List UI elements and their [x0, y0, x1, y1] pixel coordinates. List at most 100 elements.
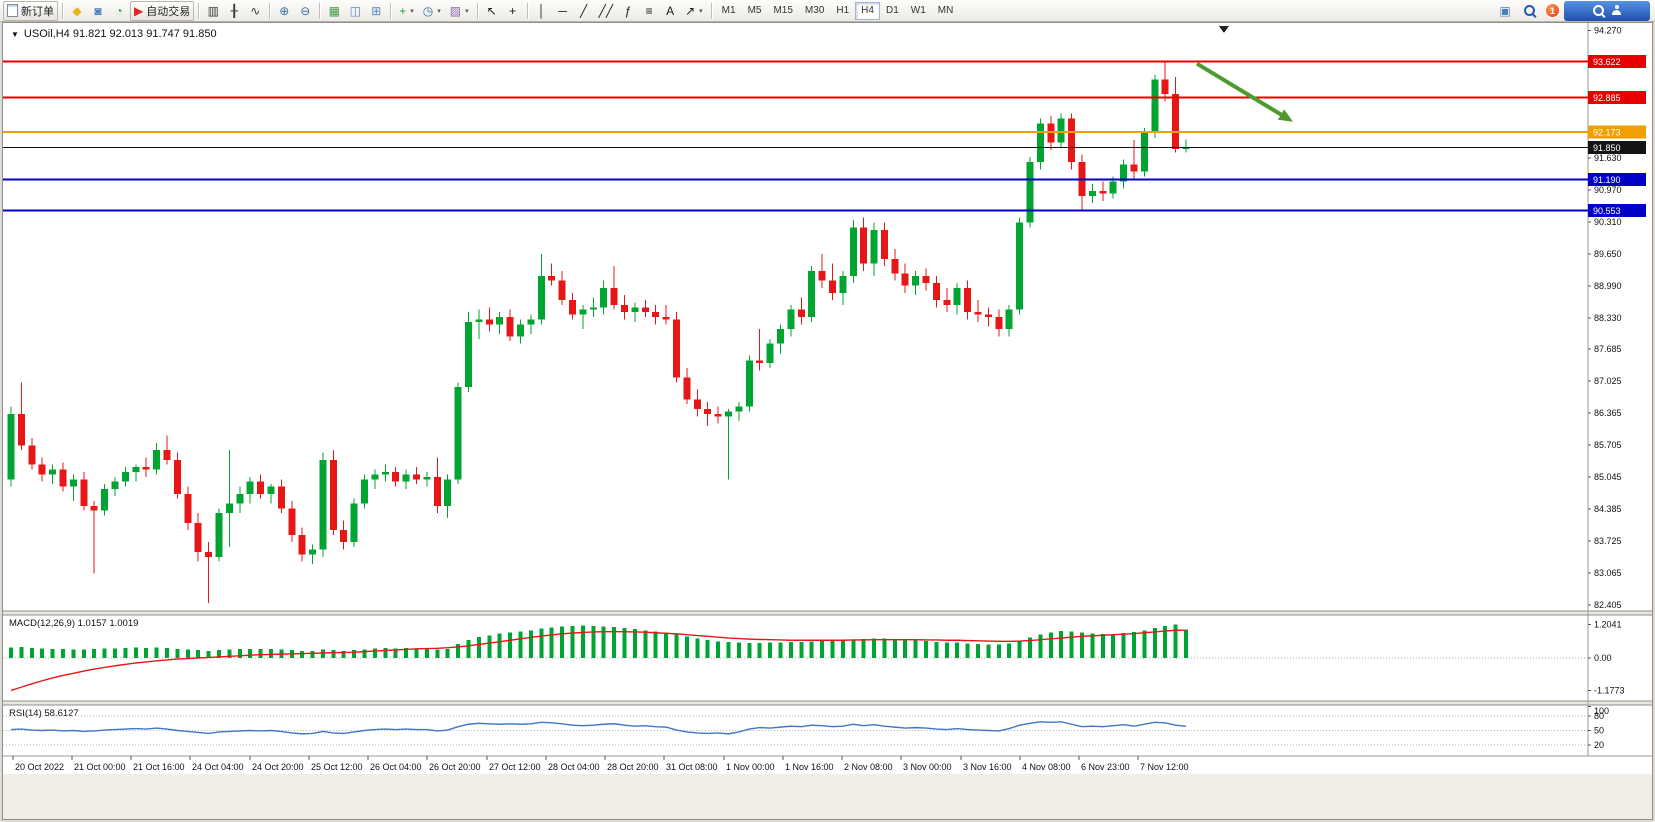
candle: [475, 319, 483, 322]
zoom-in-button[interactable]: ⊕: [274, 1, 294, 21]
trend-arrow[interactable]: [1195, 61, 1288, 120]
price-tick-label: 82.405: [1594, 600, 1622, 610]
crosshair-icon: +: [509, 3, 517, 18]
macd-histogram: [9, 624, 1188, 658]
candle: [932, 283, 940, 301]
indicators-plus-icon: +: [399, 3, 407, 18]
chart-window[interactable]: 94.270 91.630 90.970 90.310 89.650 88.990 88.3…: [2, 22, 1653, 820]
vertical-line-button[interactable]: │: [532, 1, 552, 21]
text-icon: A: [666, 3, 675, 18]
autotrading-button[interactable]: ▶ 自动交易: [130, 0, 195, 21]
templates-button[interactable]: ▨ ▾: [446, 1, 473, 21]
candle: [1099, 191, 1107, 194]
rsi-tick-label: 20: [1594, 740, 1604, 750]
candle: [69, 479, 77, 487]
channel-button[interactable]: ╱╱: [595, 1, 617, 21]
horizontal-line-icon: ─: [558, 3, 567, 18]
capture-button[interactable]: ▣: [1495, 1, 1515, 21]
candle: [153, 450, 161, 470]
toolbar-separator: [319, 2, 321, 19]
candle: [465, 321, 473, 388]
refresh-button[interactable]: ◔: [109, 1, 129, 21]
horizontal-line-button[interactable]: ─: [553, 1, 573, 21]
candle: [631, 307, 639, 313]
trendline-button[interactable]: ╱: [574, 1, 594, 21]
candle: [1016, 222, 1024, 310]
toolbar-separator: [62, 2, 63, 19]
market-watch-button[interactable]: ◙: [88, 1, 108, 21]
candle: [350, 503, 358, 543]
zoom-out-button[interactable]: ⊖: [295, 1, 315, 21]
timeframe-h1[interactable]: H1: [836, 5, 850, 16]
candle: [205, 551, 213, 557]
candle: [953, 287, 961, 305]
arrange-windows-button[interactable]: ⊞: [366, 1, 386, 21]
candle: [537, 275, 545, 320]
candle: [1182, 147, 1190, 149]
panel-splitter[interactable]: [3, 611, 1652, 615]
candlestick-button[interactable]: ╂: [224, 1, 244, 21]
price-tick-label: 83.065: [1594, 568, 1622, 578]
timeframe-w1[interactable]: W1: [910, 5, 926, 16]
candle: [1161, 79, 1169, 95]
profile-button[interactable]: [1564, 0, 1650, 21]
price-badge-label: 92.885: [1593, 93, 1621, 103]
new-order-icon: [7, 4, 18, 17]
timeframe-m5[interactable]: M5: [747, 5, 762, 16]
new-order-button[interactable]: 新订单: [3, 0, 58, 21]
panel-splitter[interactable]: [3, 701, 1652, 705]
timeframe-h4[interactable]: H4: [855, 1, 880, 20]
candle: [548, 275, 556, 281]
shapes-button[interactable]: ≡: [639, 1, 659, 21]
candle: [101, 488, 109, 511]
arrows-tool-button[interactable]: ↗ ▾: [681, 1, 707, 21]
timeframe-m30[interactable]: M30: [804, 5, 825, 16]
timeframe-d1[interactable]: D1: [885, 5, 899, 16]
candle: [745, 360, 753, 407]
candle: [59, 469, 67, 487]
timeframe-mn[interactable]: MN: [937, 5, 954, 16]
refresh-icon: ◔: [115, 3, 123, 18]
macd-tick-label: 1.2041: [1594, 620, 1622, 630]
candle: [381, 471, 389, 475]
candle: [184, 493, 192, 523]
timeframe-m15[interactable]: M15: [773, 5, 793, 16]
timeframe-m1[interactable]: M1: [721, 5, 736, 16]
toolbar-separator: [198, 2, 200, 19]
candle: [922, 275, 930, 284]
periods-button[interactable]: ◷ ▾: [419, 1, 445, 21]
arrow-tool-icon: ↗: [685, 3, 696, 18]
candle: [111, 481, 119, 489]
line-chart-icon: ∿: [250, 3, 261, 18]
toolbar-separator: [526, 2, 528, 19]
cascade-windows-icon: ◫: [349, 3, 361, 18]
crosshair-button[interactable]: +: [503, 1, 523, 21]
notification-badge[interactable]: 1: [1545, 3, 1560, 18]
search-button[interactable]: [1519, 1, 1541, 21]
candle: [1068, 118, 1076, 163]
text-label-button[interactable]: A: [660, 1, 680, 21]
fibonacci-button[interactable]: ƒ: [618, 1, 638, 21]
bar-chart-button[interactable]: ▥: [203, 1, 223, 21]
candle: [267, 486, 275, 494]
chevron-down-icon: ▾: [465, 7, 469, 15]
fibonacci-icon: ƒ: [624, 3, 632, 18]
candle: [579, 309, 587, 315]
candle: [121, 471, 129, 482]
line-chart-button[interactable]: ∿: [245, 1, 265, 21]
signals-button[interactable]: ◆: [67, 1, 87, 21]
candle: [995, 317, 1003, 330]
candle: [891, 258, 899, 274]
candle: [392, 471, 400, 482]
capture-icon: ▣: [1499, 3, 1511, 18]
tile-windows-button[interactable]: ▦: [324, 1, 344, 21]
price-tick-label: 87.025: [1594, 376, 1622, 386]
cursor-button[interactable]: ↖: [482, 1, 502, 21]
indicators-button[interactable]: + ▾: [395, 1, 418, 21]
chart-canvas[interactable]: 94.270 91.630 90.970 90.310 89.650 88.990 88.3…: [3, 23, 1652, 819]
time-tick-label: 3 Nov 00:00: [903, 762, 952, 772]
time-tick-label: 26 Oct 20:00: [429, 762, 481, 772]
time-tick-label: 21 Oct 16:00: [133, 762, 185, 772]
cascade-windows-button[interactable]: ◫: [345, 1, 365, 21]
time-tick-label: 26 Oct 04:00: [370, 762, 422, 772]
